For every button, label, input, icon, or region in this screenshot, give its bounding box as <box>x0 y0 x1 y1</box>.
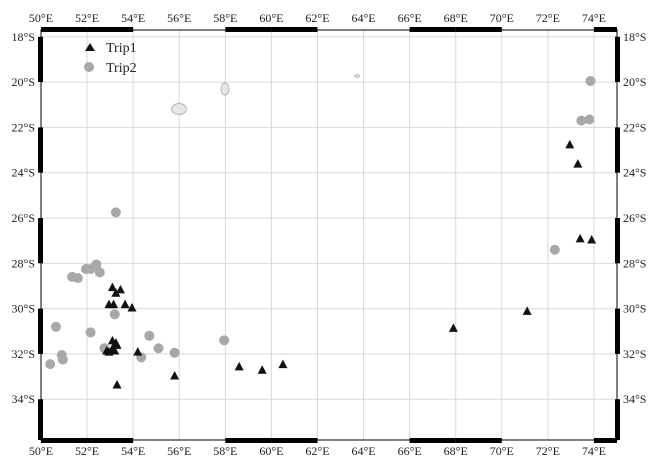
lat-tick-label-left: 20°S <box>12 75 35 89</box>
trip1-point <box>127 302 137 312</box>
lon-tick-label-bottom: 60°E <box>259 444 283 457</box>
lat-tick-label-left: 24°S <box>12 166 35 180</box>
map-frame <box>38 27 620 443</box>
trip2-point <box>169 347 180 358</box>
trip1-point <box>448 323 458 332</box>
land-mauritius <box>220 82 230 96</box>
trip1-point <box>133 347 143 356</box>
lon-tick-label-top: 58°E <box>213 11 237 25</box>
trip1-point <box>107 282 117 292</box>
trip1-point <box>104 347 114 356</box>
trip2-point <box>109 309 120 320</box>
lat-tick-label-left: 30°S <box>12 302 35 316</box>
trip2-point <box>94 267 105 278</box>
lon-tick-label-top: 66°E <box>398 11 422 25</box>
lon-tick-label-bottom: 52°E <box>75 444 99 457</box>
trip1-point <box>278 359 288 369</box>
trip1-point <box>109 299 119 309</box>
lon-tick-label-top: 70°E <box>490 11 514 25</box>
land-reunion <box>171 103 187 115</box>
lat-tick-label-left: 34°S <box>12 392 35 406</box>
lat-tick-label-right: 34°S <box>623 392 646 406</box>
lon-tick-label-bottom: 72°E <box>536 444 560 457</box>
trip2-point <box>57 354 68 365</box>
lon-tick-label-bottom: 56°E <box>167 444 191 457</box>
legend: Trip1 Trip2 <box>84 41 137 76</box>
lat-tick-label-right: 22°S <box>623 120 646 134</box>
lon-tick-label-top: 60°E <box>259 11 283 25</box>
trip2-points <box>45 75 596 370</box>
trip2-point <box>576 115 587 126</box>
trip2-point <box>50 321 61 332</box>
trip2-point <box>110 207 121 218</box>
lon-tick-label-top: 56°E <box>167 11 191 25</box>
lon-tick-label-top: 62°E <box>305 11 329 25</box>
legend-trip1-label: Trip1 <box>106 41 137 56</box>
lon-tick-label-bottom: 68°E <box>444 444 468 457</box>
lat-tick-label-left: 32°S <box>12 347 35 361</box>
trip1-point <box>111 288 121 297</box>
lon-tick-label-top: 72°E <box>536 11 560 25</box>
trip1-point <box>234 361 244 371</box>
trip2-point <box>85 263 96 274</box>
lon-tick-label-bottom: 50°E <box>29 444 53 457</box>
trip2-point <box>45 359 56 370</box>
trip2-point <box>584 114 595 125</box>
lon-tick-label-top: 74°E <box>582 11 606 25</box>
lon-tick-label-bottom: 70°E <box>490 444 514 457</box>
lat-tick-label-right: 26°S <box>623 211 646 225</box>
trip2-point <box>219 335 230 346</box>
trip2-point <box>585 75 596 86</box>
lon-tick-label-top: 54°E <box>121 11 145 25</box>
lon-tick-label-top: 50°E <box>29 11 53 25</box>
lat-tick-label-left: 18°S <box>12 30 35 44</box>
lon-tick-label-top: 68°E <box>444 11 468 25</box>
lat-tick-label-left: 22°S <box>12 120 35 134</box>
lon-tick-label-bottom: 62°E <box>305 444 329 457</box>
trip1-point <box>112 380 122 389</box>
land-rodrigues <box>354 74 360 78</box>
lon-tick-label-bottom: 66°E <box>398 444 422 457</box>
trip1-points <box>102 139 597 389</box>
lat-tick-label-right: 28°S <box>623 256 646 270</box>
trip1-point <box>565 139 575 149</box>
trip2-point <box>85 327 96 338</box>
trip2-point <box>72 273 83 284</box>
trip1-point <box>573 159 583 168</box>
frame-border <box>40 29 618 441</box>
trip2-point <box>153 343 164 354</box>
lon-tick-label-bottom: 58°E <box>213 444 237 457</box>
land-masses <box>171 74 360 115</box>
lon-tick-label-bottom: 64°E <box>351 444 375 457</box>
trip1-point <box>522 306 532 315</box>
trip2-point <box>549 244 560 255</box>
lon-tick-label-top: 52°E <box>75 11 99 25</box>
lon-tick-label-bottom: 54°E <box>121 444 145 457</box>
trip1-point <box>257 365 267 374</box>
tick-labels: 50°E 50°E 52°E 52°E 54°E 54°E 56°E 56°E 58°E 58°E… <box>12 11 647 457</box>
legend-trip2-label: Trip2 <box>106 61 137 76</box>
lat-tick-label-right: 30°S <box>623 302 646 316</box>
lat-tick-label-right: 20°S <box>623 75 646 89</box>
lat-tick-label-left: 26°S <box>12 211 35 225</box>
trip1-point <box>170 370 180 380</box>
trip1-point <box>120 299 130 309</box>
trip1-point <box>575 233 585 243</box>
lat-tick-label-right: 32°S <box>623 347 646 361</box>
trip2-point <box>144 330 155 341</box>
trip1-point <box>110 346 120 355</box>
legend-trip1-marker <box>85 43 95 51</box>
legend-trip2-marker <box>84 62 94 72</box>
lat-tick-label-right: 18°S <box>623 30 646 44</box>
lon-tick-label-bottom: 74°E <box>582 444 606 457</box>
lat-tick-label-left: 28°S <box>12 256 35 270</box>
graticule <box>40 30 617 440</box>
trip1-point <box>115 284 125 294</box>
lon-tick-label-top: 64°E <box>351 11 375 25</box>
trip1-point <box>587 235 597 244</box>
lat-tick-label-right: 24°S <box>623 166 646 180</box>
